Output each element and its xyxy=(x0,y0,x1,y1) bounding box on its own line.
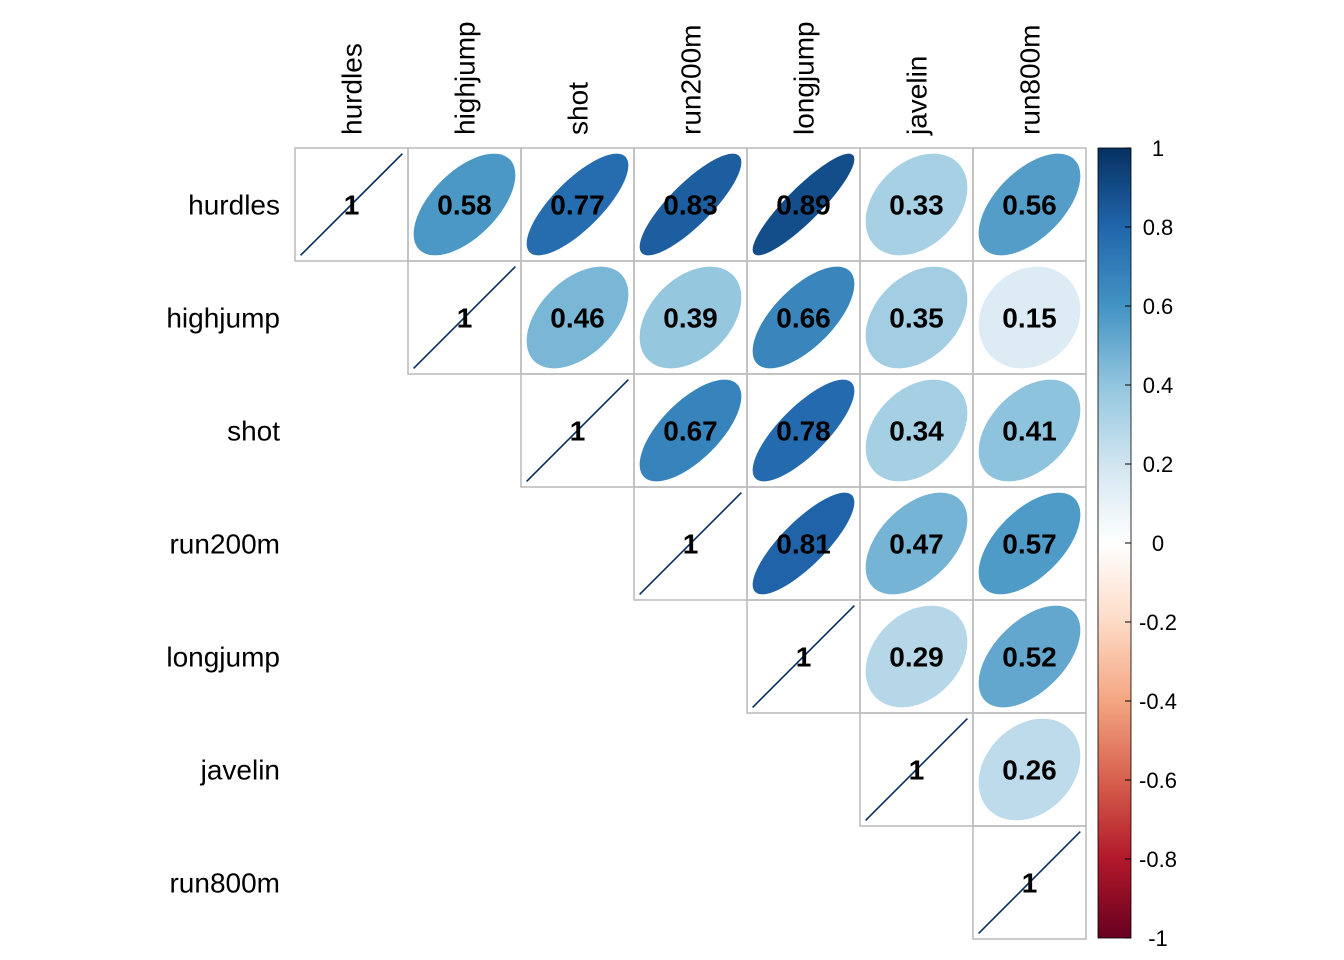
value-label-shot-run800m: 0.41 xyxy=(1002,416,1057,447)
row-label-hurdles: hurdles xyxy=(188,190,280,221)
colorbar-tick-label: 1 xyxy=(1152,136,1164,161)
colorbar-tick-label: -0.8 xyxy=(1139,847,1177,872)
value-label-javelin-javelin: 1 xyxy=(909,755,925,786)
value-label-highjump-run200m: 0.39 xyxy=(663,303,718,334)
colorbar-tick-label: -0.4 xyxy=(1139,689,1177,714)
grid-cell-run800m-run800m xyxy=(972,825,1087,940)
ellipse-run200m-javelin xyxy=(865,492,968,595)
ellipse-highjump-longjump xyxy=(752,266,855,369)
ellipse-highjump-javelin xyxy=(865,266,968,369)
row-label-longjump: longjump xyxy=(166,642,280,673)
ellipse-longjump-run800m xyxy=(978,605,1081,708)
ellipse-highjump-shot xyxy=(526,266,629,369)
ellipse-run200m-longjump xyxy=(752,492,855,595)
column-label-javelin: javelin xyxy=(902,56,933,136)
ellipse-hurdles-run800m xyxy=(978,153,1081,256)
ellipse-highjump-run200m xyxy=(639,266,742,369)
colorbar: 1 0.8 0.6 0.4 0.2 0 -0.2 -0.4 -0.6 -0.8 -1 xyxy=(1097,136,1177,951)
value-label-run200m-run200m: 1 xyxy=(683,529,699,560)
value-label-javelin-run800m: 0.26 xyxy=(1002,755,1057,786)
colorbar-tick-label: 0.4 xyxy=(1143,373,1174,398)
value-label-hurdles-javelin: 0.33 xyxy=(889,190,944,221)
ellipse-run800m-run800m xyxy=(978,831,1081,934)
value-label-run200m-run800m: 0.57 xyxy=(1002,529,1057,560)
ellipse-longjump-javelin xyxy=(865,605,968,708)
column-label-run800m: run800m xyxy=(1015,24,1046,135)
ellipse-longjump-longjump xyxy=(752,605,855,708)
colorbar-tick-label: 0.2 xyxy=(1143,452,1174,477)
colorbar-tick-label: -0.6 xyxy=(1139,768,1177,793)
value-label-highjump-javelin: 0.35 xyxy=(889,303,944,334)
ellipse-hurdles-highjump xyxy=(413,153,516,256)
value-labels: 1 0.58 0.77 0.83 0.89 0.33 0.56 1 0.46 0.39 0.66 0.… xyxy=(344,190,1057,899)
value-label-hurdles-highjump: 0.58 xyxy=(437,190,492,221)
value-label-highjump-longjump: 0.66 xyxy=(776,303,831,334)
ellipse-hurdles-longjump xyxy=(752,153,855,256)
value-label-highjump-shot: 0.46 xyxy=(550,303,605,334)
value-label-longjump-longjump: 1 xyxy=(796,642,812,673)
value-label-highjump-highjump: 1 xyxy=(457,303,473,334)
ellipse-highjump-run800m xyxy=(978,266,1081,369)
row-label-shot: shot xyxy=(227,416,280,447)
value-label-shot-javelin: 0.34 xyxy=(889,416,944,447)
value-label-hurdles-shot: 0.77 xyxy=(550,190,605,221)
colorbar-tick-label: 0 xyxy=(1152,531,1164,556)
value-label-hurdles-hurdles: 1 xyxy=(344,190,360,221)
colorbar-tick-label: 0.6 xyxy=(1143,294,1174,319)
ellipse-shot-longjump xyxy=(752,379,855,482)
value-label-run800m-run800m: 1 xyxy=(1022,868,1038,899)
column-label-longjump: longjump xyxy=(789,21,820,135)
row-labels: hurdles highjump shot run200m longjump javeli… xyxy=(166,190,280,899)
row-label-javelin: javelin xyxy=(200,755,280,786)
value-label-longjump-javelin: 0.29 xyxy=(889,642,944,673)
column-label-run200m: run200m xyxy=(676,24,707,135)
ellipse-shot-run800m xyxy=(978,379,1081,482)
row-label-highjump: highjump xyxy=(166,303,280,334)
colorbar-tick-label: -0.2 xyxy=(1139,610,1177,635)
colorbar-tick-label: 0.8 xyxy=(1143,215,1174,240)
ellipse-layer xyxy=(300,153,1081,934)
column-labels: hurdles highjump shot run200m longjump javeli… xyxy=(337,21,1046,136)
ellipse-run200m-run800m xyxy=(978,492,1081,595)
ellipse-run200m-run200m xyxy=(639,492,742,595)
ellipse-shot-javelin xyxy=(865,379,968,482)
value-label-run200m-longjump: 0.81 xyxy=(776,529,831,560)
value-label-longjump-run800m: 0.52 xyxy=(1002,642,1057,673)
ellipse-javelin-run800m xyxy=(978,718,1081,821)
value-label-run200m-javelin: 0.47 xyxy=(889,529,944,560)
ellipse-hurdles-hurdles xyxy=(300,153,403,256)
row-label-run200m: run200m xyxy=(169,529,280,560)
value-label-shot-shot: 1 xyxy=(570,416,586,447)
ellipse-shot-run200m xyxy=(639,379,742,482)
value-label-highjump-run800m: 0.15 xyxy=(1002,303,1057,334)
ellipse-javelin-javelin xyxy=(865,718,968,821)
ellipse-highjump-highjump xyxy=(413,266,516,369)
value-label-shot-longjump: 0.78 xyxy=(776,416,831,447)
column-label-shot: shot xyxy=(563,82,594,135)
ellipse-hurdles-javelin xyxy=(865,153,968,256)
value-label-hurdles-run800m: 0.56 xyxy=(1002,190,1057,221)
ellipse-hurdles-shot xyxy=(526,153,629,256)
column-label-highjump: highjump xyxy=(450,21,481,135)
value-label-hurdles-longjump: 0.89 xyxy=(776,190,831,221)
ellipse-shot-shot xyxy=(526,379,629,482)
row-label-run800m: run800m xyxy=(169,868,280,899)
matrix-grid xyxy=(294,147,1087,940)
value-label-hurdles-run200m: 0.83 xyxy=(663,190,718,221)
ellipse-hurdles-run200m xyxy=(639,153,742,256)
column-label-hurdles: hurdles xyxy=(337,43,368,135)
value-label-shot-run200m: 0.67 xyxy=(663,416,718,447)
colorbar-tick-label: -1 xyxy=(1148,926,1168,951)
